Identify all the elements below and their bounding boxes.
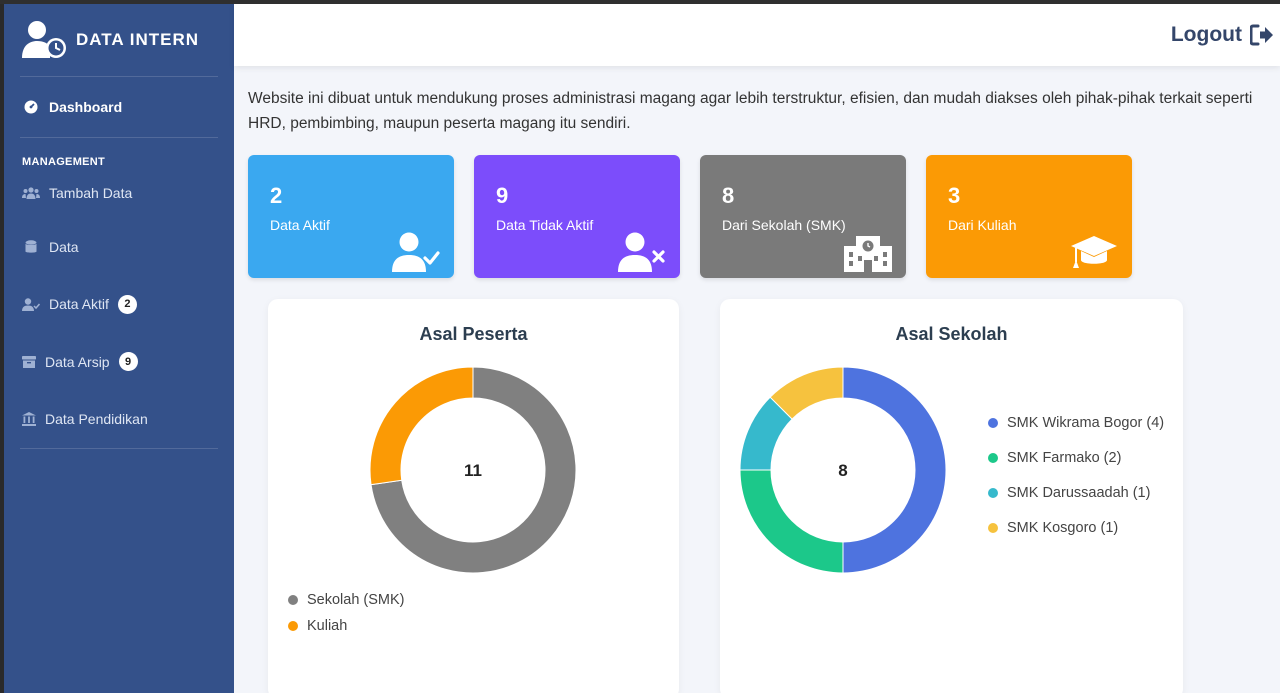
- sidebar-item-label: Tambah Data: [49, 185, 133, 201]
- archive-icon: [22, 354, 36, 370]
- sidebar-item-data-pendidikan[interactable]: Data Pendidikan: [4, 391, 234, 449]
- sidebar-item-label: Data: [49, 238, 79, 255]
- donut-chart-asal-sekolah: 8: [739, 366, 947, 574]
- chart-panel-asal-sekolah: Asal Sekolah 8 SMK Wikrama Bogor (4) SMK …: [720, 299, 1183, 693]
- stat-value: 8: [722, 183, 735, 208]
- user-check-icon: [392, 232, 440, 272]
- legend-label: SMK Darussaadah (1): [1007, 485, 1151, 501]
- stat-card-dari-kuliah[interactable]: 3 Dari Kuliah: [926, 155, 1132, 278]
- donut-slice[interactable]: [739, 469, 844, 574]
- sidebar: DATA INTERN Dashboard MANAGEMENT Tambah …: [0, 4, 234, 693]
- stat-value: 3: [948, 183, 961, 208]
- legend-swatch: [988, 488, 998, 498]
- stat-label: Dari Kuliah: [948, 217, 1017, 233]
- user-clock-icon: [22, 21, 66, 58]
- legend-item[interactable]: SMK Farmako (2): [988, 450, 1121, 466]
- legend-item[interactable]: Sekolah (SMK): [288, 592, 405, 608]
- legend-label: SMK Wikrama Bogor (4): [1007, 415, 1165, 431]
- legend-label: Sekolah (SMK): [307, 592, 405, 608]
- stat-card-dari-sekolah[interactable]: 8 Dari Sekolah (SMK): [700, 155, 906, 278]
- legend-label: Kuliah: [307, 618, 348, 634]
- sidebar-item-data[interactable]: Data: [4, 218, 234, 276]
- stat-label: Data Aktif: [270, 217, 330, 233]
- section-heading: MANAGEMENT: [22, 156, 106, 168]
- sidebar-item-label: Data Aktif: [49, 296, 109, 313]
- sidebar-item-tambah-data[interactable]: Tambah Data: [4, 168, 234, 218]
- legend-item[interactable]: SMK Kosgoro (1): [988, 520, 1118, 536]
- legend-item[interactable]: SMK Wikrama Bogor (4): [988, 415, 1164, 431]
- legend-swatch: [288, 595, 298, 605]
- divider: [20, 76, 218, 77]
- donut-center-total: 11: [464, 461, 482, 480]
- legend-swatch: [988, 453, 998, 463]
- top-header: Logout: [234, 4, 1280, 66]
- legend-label: SMK Kosgoro (1): [1007, 520, 1119, 536]
- brand-title: DATA INTERN: [76, 30, 200, 49]
- divider: [20, 448, 218, 449]
- school-icon: [844, 236, 892, 272]
- window-top-border: [0, 0, 1280, 4]
- donut-slice[interactable]: [370, 366, 577, 574]
- legend-swatch: [988, 523, 998, 533]
- brand[interactable]: DATA INTERN: [4, 4, 234, 76]
- logout-button[interactable]: Logout: [1171, 23, 1274, 47]
- stat-card-data-tidak-aktif[interactable]: 9 Data Tidak Aktif: [474, 155, 680, 278]
- divider: [20, 137, 218, 138]
- legend-item[interactable]: Kuliah: [288, 618, 347, 634]
- count-badge: 9: [118, 352, 138, 372]
- count-badge: 2: [117, 294, 137, 314]
- stat-label: Dari Sekolah (SMK): [722, 217, 846, 233]
- graduation-cap-icon: [1071, 236, 1117, 268]
- chart-panel-asal-peserta: Asal Peserta 11 Sekolah (SMK) Kuliah: [268, 299, 679, 693]
- donut-slice[interactable]: [842, 366, 947, 574]
- stat-value: 2: [270, 183, 283, 208]
- legend-label: SMK Farmako (2): [1007, 450, 1122, 466]
- database-icon: [22, 239, 40, 255]
- chart-title: Asal Peserta: [419, 324, 528, 344]
- chart-title: Asal Sekolah: [895, 324, 1008, 344]
- sidebar-item-data-aktif[interactable]: Data Aktif 2: [4, 276, 234, 334]
- legend-swatch: [288, 621, 298, 631]
- gauge-icon: [22, 99, 40, 115]
- intro-text: Website ini dibuat untuk mendukung prose…: [248, 90, 1253, 132]
- users-icon: [22, 185, 40, 201]
- stat-label: Data Tidak Aktif: [496, 217, 594, 233]
- sidebar-item-label: Data Pendidikan: [45, 411, 148, 428]
- donut-slice[interactable]: [769, 366, 844, 420]
- stat-value: 9: [496, 183, 509, 208]
- logout-label: Logout: [1170, 23, 1242, 46]
- donut-slice[interactable]: [369, 366, 474, 486]
- stat-card-data-aktif[interactable]: 2 Data Aktif: [248, 155, 454, 278]
- sidebar-item-label: Dashboard: [49, 99, 123, 115]
- user-x-icon: [618, 232, 665, 272]
- legend-item[interactable]: SMK Darussaadah (1): [988, 485, 1150, 501]
- legend-swatch: [988, 418, 998, 428]
- sidebar-item-label: Data Arsip: [45, 353, 110, 370]
- donut-chart-asal-peserta: 11: [369, 366, 577, 574]
- user-check-icon: [22, 296, 40, 312]
- institution-icon: [22, 411, 36, 427]
- donut-center-total: 8: [838, 461, 847, 480]
- sidebar-item-dashboard[interactable]: Dashboard: [4, 77, 234, 137]
- sidebar-item-data-arsip[interactable]: Data Arsip 9: [4, 333, 234, 391]
- sign-out-icon: [1250, 24, 1273, 46]
